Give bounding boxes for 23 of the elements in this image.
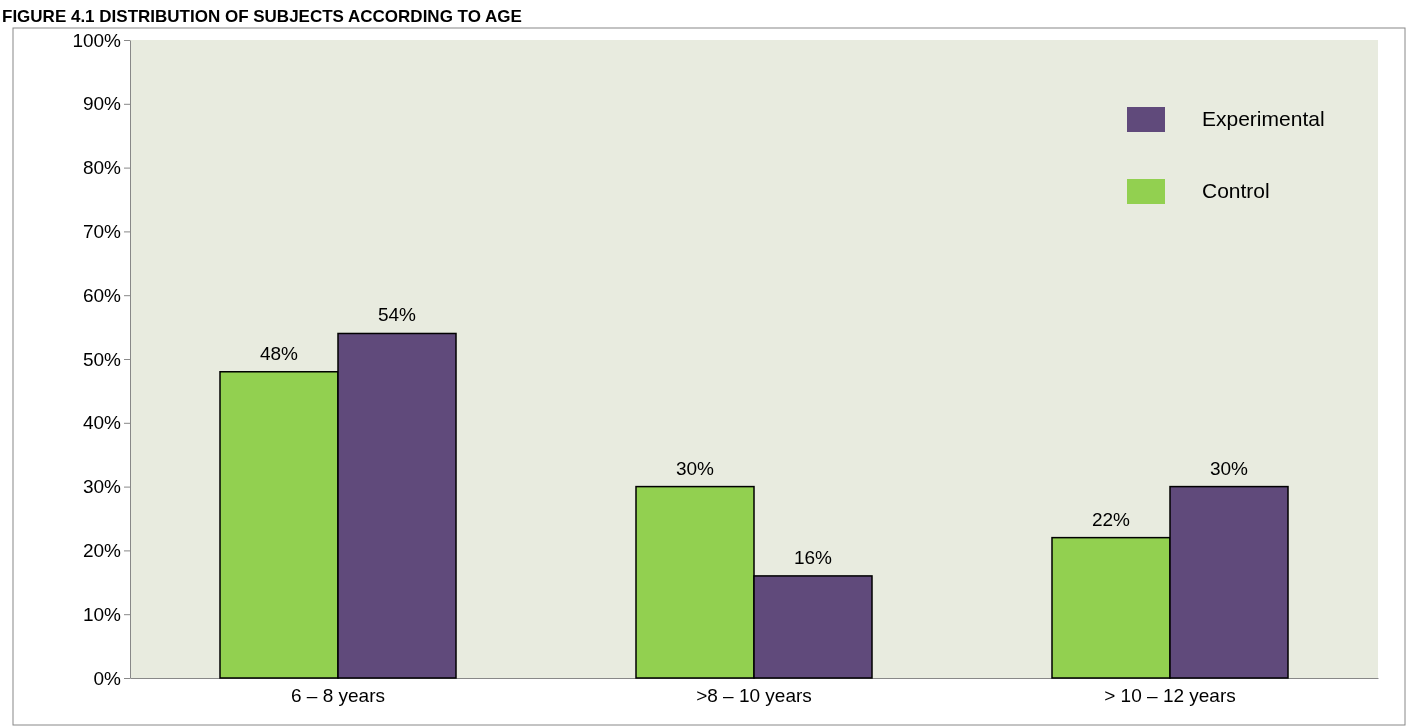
y-tick-label: 20%	[82, 539, 122, 561]
x-tick-label: >8 – 10 years	[696, 684, 812, 706]
text: 16%	[793, 546, 833, 568]
legend-label: Experimental	[1202, 107, 1325, 130]
y-tick-label: 90%	[82, 93, 122, 115]
legend-label: Control	[1202, 179, 1270, 202]
y-tick-label: 30%	[82, 476, 122, 498]
chart-title: FIGURE 4.1 DISTRIBUTION OF SUBJECTS ACCORDING TO AGE	[2, 7, 522, 26]
y-tick-label: 60%	[82, 284, 122, 306]
x-tick-label: 6 – 8 years	[291, 684, 385, 706]
text: 22%	[1091, 508, 1131, 530]
y-tick-label: 100%	[72, 29, 122, 51]
text: 30%	[675, 457, 715, 479]
text: 30%	[1209, 457, 1249, 479]
y-tick-label: 80%	[82, 157, 122, 179]
y-tick-label: 70%	[82, 220, 122, 242]
y-tick-label: 0%	[93, 667, 122, 689]
y-tick-label: 50%	[82, 348, 122, 370]
y-tick-label: 10%	[82, 603, 122, 625]
text: 54%	[377, 304, 417, 326]
y-tick-label: 40%	[82, 412, 122, 434]
text: 48%	[259, 342, 299, 364]
x-tick-label: > 10 – 12 years	[1104, 684, 1236, 706]
